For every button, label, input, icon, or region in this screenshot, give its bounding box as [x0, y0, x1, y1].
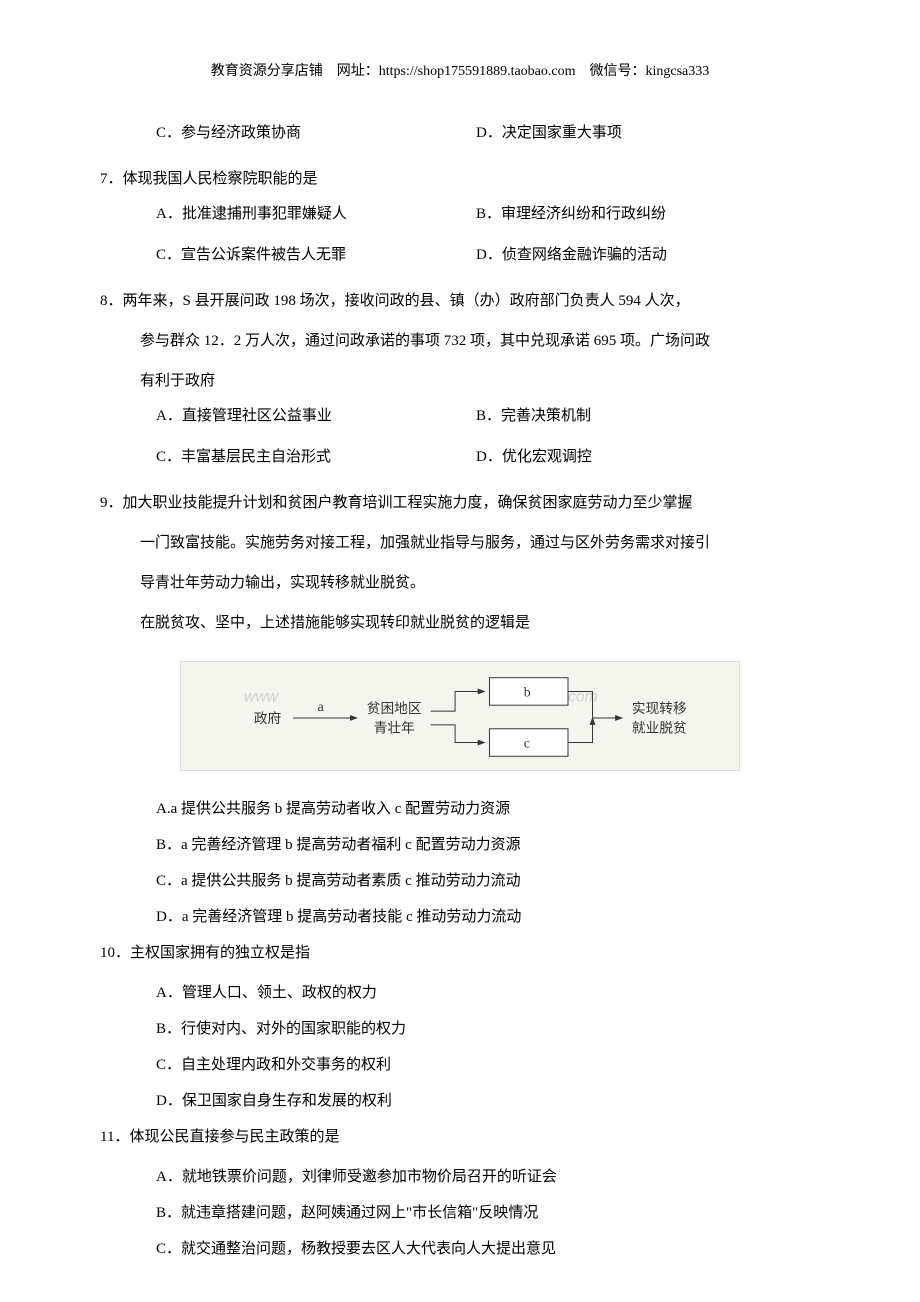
q10-option-d: D．保卫国家自身生存和发展的权利 — [100, 1083, 820, 1119]
watermark-text: www — [244, 688, 280, 705]
q7-options-ab: A．批准逮捕刑事犯罪嫌疑人 B．审理经济纠纷和行政纠纷 — [100, 201, 820, 228]
q8-line3: 有利于政府 — [100, 363, 820, 399]
q7-option-b: B．审理经济纠纷和行政纠纷 — [476, 201, 820, 228]
q7-option-a: A．批准逮捕刑事犯罪嫌疑人 — [156, 201, 476, 228]
q10-option-c: C．自主处理内政和外交事务的权利 — [100, 1047, 820, 1083]
page-header: 教育资源分享店铺 网址：https://shop175591889.taobao… — [100, 60, 820, 80]
diagram-middle1: 贫困地区 — [367, 701, 422, 716]
q11-option-c: C．就交通整治问题，杨教授要去区人大代表向人大提出意见 — [100, 1231, 820, 1267]
q9-option-a: A.a 提供公共服务 b 提高劳动者收入 c 配置劳动力资源 — [100, 791, 820, 827]
q9-line4: 在脱贫攻、坚中，上述措施能够实现转印就业脱贫的逻辑是 — [100, 605, 820, 641]
q8-option-c: C．丰富基层民主自治形式 — [156, 444, 476, 471]
q6-option-c: C．参与经济政策协商 — [156, 120, 476, 147]
q6-option-d: D．决定国家重大事项 — [476, 120, 820, 147]
q7-option-c: C．宣告公诉案件被告人无罪 — [156, 242, 476, 269]
q9-option-b: B．a 完善经济管理 b 提高劳动者福利 c 配置劳动力资源 — [100, 827, 820, 863]
flowchart-diagram: www com 政府 a 贫困地区 青壮年 b c 实现转移 就业脱贫 — [180, 661, 740, 771]
q11-stem: 11．体现公民直接参与民主政策的是 — [100, 1119, 820, 1155]
q8-line1: 8．两年来，S 县开展问政 198 场次，接收问政的县、镇（办）政府部门负责人 … — [100, 283, 820, 319]
q10-stem: 10．主权国家拥有的独立权是指 — [100, 935, 820, 971]
q6-options-cd: C．参与经济政策协商 D．决定国家重大事项 — [100, 120, 820, 147]
diagram-gov: 政府 — [254, 711, 282, 726]
q9-line2: 一门致富技能。实施劳务对接工程，加强就业指导与服务，通过与区外劳务需求对接引 — [100, 525, 820, 561]
q7-stem: 7．体现我国人民检察院职能的是 — [100, 161, 820, 197]
q8-option-b: B．完善决策机制 — [476, 403, 820, 430]
diagram-c: c — [524, 735, 530, 750]
q11-option-b: B．就违章搭建问题，赵阿姨通过网上"市长信箱"反映情况 — [100, 1195, 820, 1231]
diagram-a: a — [318, 699, 324, 714]
q11-option-a: A．就地铁票价问题，刘律师受邀参加市物价局召开的听证会 — [100, 1159, 820, 1195]
watermark-text2: com — [568, 688, 598, 705]
q10-option-a: A．管理人口、领土、政权的权力 — [100, 975, 820, 1011]
q8-option-d: D．优化宏观调控 — [476, 444, 820, 471]
q9-option-c: C．a 提供公共服务 b 提高劳动者素质 c 推动劳动力流动 — [100, 863, 820, 899]
q9-option-d: D．a 完善经济管理 b 提高劳动者技能 c 推动劳动力流动 — [100, 899, 820, 935]
q9-line3: 导青壮年劳动力输出，实现转移就业脱贫。 — [100, 565, 820, 601]
q8-options-ab: A．直接管理社区公益事业 B．完善决策机制 — [100, 403, 820, 430]
q7-option-d: D．侦查网络金融诈骗的活动 — [476, 242, 820, 269]
q8-options-cd: C．丰富基层民主自治形式 D．优化宏观调控 — [100, 444, 820, 471]
q9-line1: 9．加大职业技能提升计划和贫困户教育培训工程实施力度，确保贫困家庭劳动力至少掌握 — [100, 485, 820, 521]
diagram-middle2: 青壮年 — [374, 721, 415, 736]
q8-option-a: A．直接管理社区公益事业 — [156, 403, 476, 430]
diagram-right1: 实现转移 — [632, 701, 687, 716]
q7-options-cd: C．宣告公诉案件被告人无罪 D．侦查网络金融诈骗的活动 — [100, 242, 820, 269]
diagram-b: b — [524, 684, 531, 699]
diagram-right2: 就业脱贫 — [632, 721, 687, 736]
q10-option-b: B．行使对内、对外的国家职能的权力 — [100, 1011, 820, 1047]
q8-line2: 参与群众 12．2 万人次，通过问政承诺的事项 732 项，其中兑现承诺 695… — [100, 323, 820, 359]
